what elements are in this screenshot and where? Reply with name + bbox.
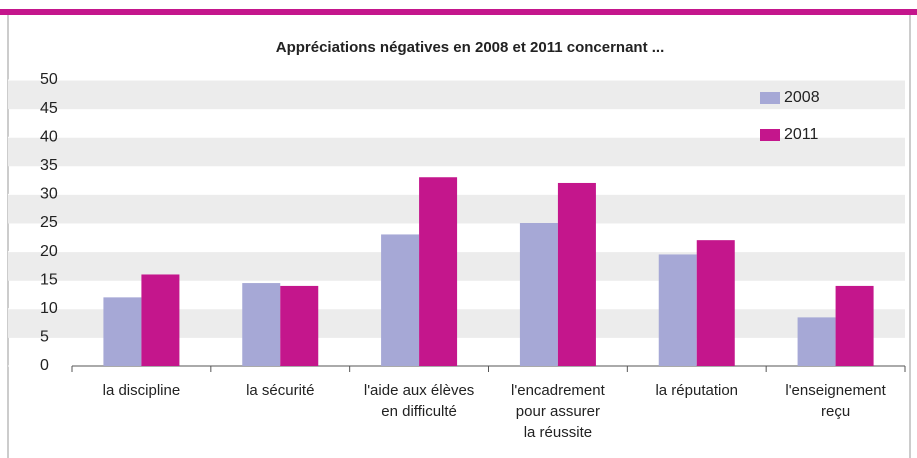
x-tick-label: la réputation [655,382,739,399]
y-tick-label: 50 [40,71,58,88]
x-tick-label: l'encadrement pour assurer la réussite [511,382,605,441]
bar [381,234,420,366]
grid-band [8,137,905,166]
legend-swatch [760,92,780,104]
legend-label: 2008 [784,89,820,106]
chart-title: Appréciations négatives en 2008 et 2011 … [276,39,665,56]
bar [658,254,697,366]
x-tick-label: la discipline [102,382,181,399]
bar [103,297,142,366]
bar [419,177,458,366]
legend-swatch [760,129,780,141]
y-tick-label: 35 [40,157,58,174]
y-tick-label: 15 [40,271,58,288]
y-tick-label: 0 [40,357,49,374]
y-tick-label: 25 [40,214,58,231]
bar [519,223,558,366]
y-tick-label: 40 [40,128,58,145]
y-tick-label: 45 [40,100,58,117]
y-tick-label: 30 [40,186,58,203]
y-tick-label: 20 [40,243,58,260]
bar [557,182,596,366]
legend-label: 2011 [784,126,819,143]
top-bar [0,9,917,15]
bar [835,285,874,366]
y-tick-label: 10 [40,300,58,317]
grid-band [8,80,905,109]
bar [696,240,735,366]
x-tick-label: l'aide aux élèves en difficulté [363,382,475,420]
bar [242,283,281,366]
bar [280,285,319,366]
bar [141,274,180,366]
x-tick-label: l'enseignement reçu [785,382,886,420]
x-tick-label: la sécurité [246,382,315,399]
y-tick-label: 5 [40,329,49,346]
bar [797,317,836,366]
